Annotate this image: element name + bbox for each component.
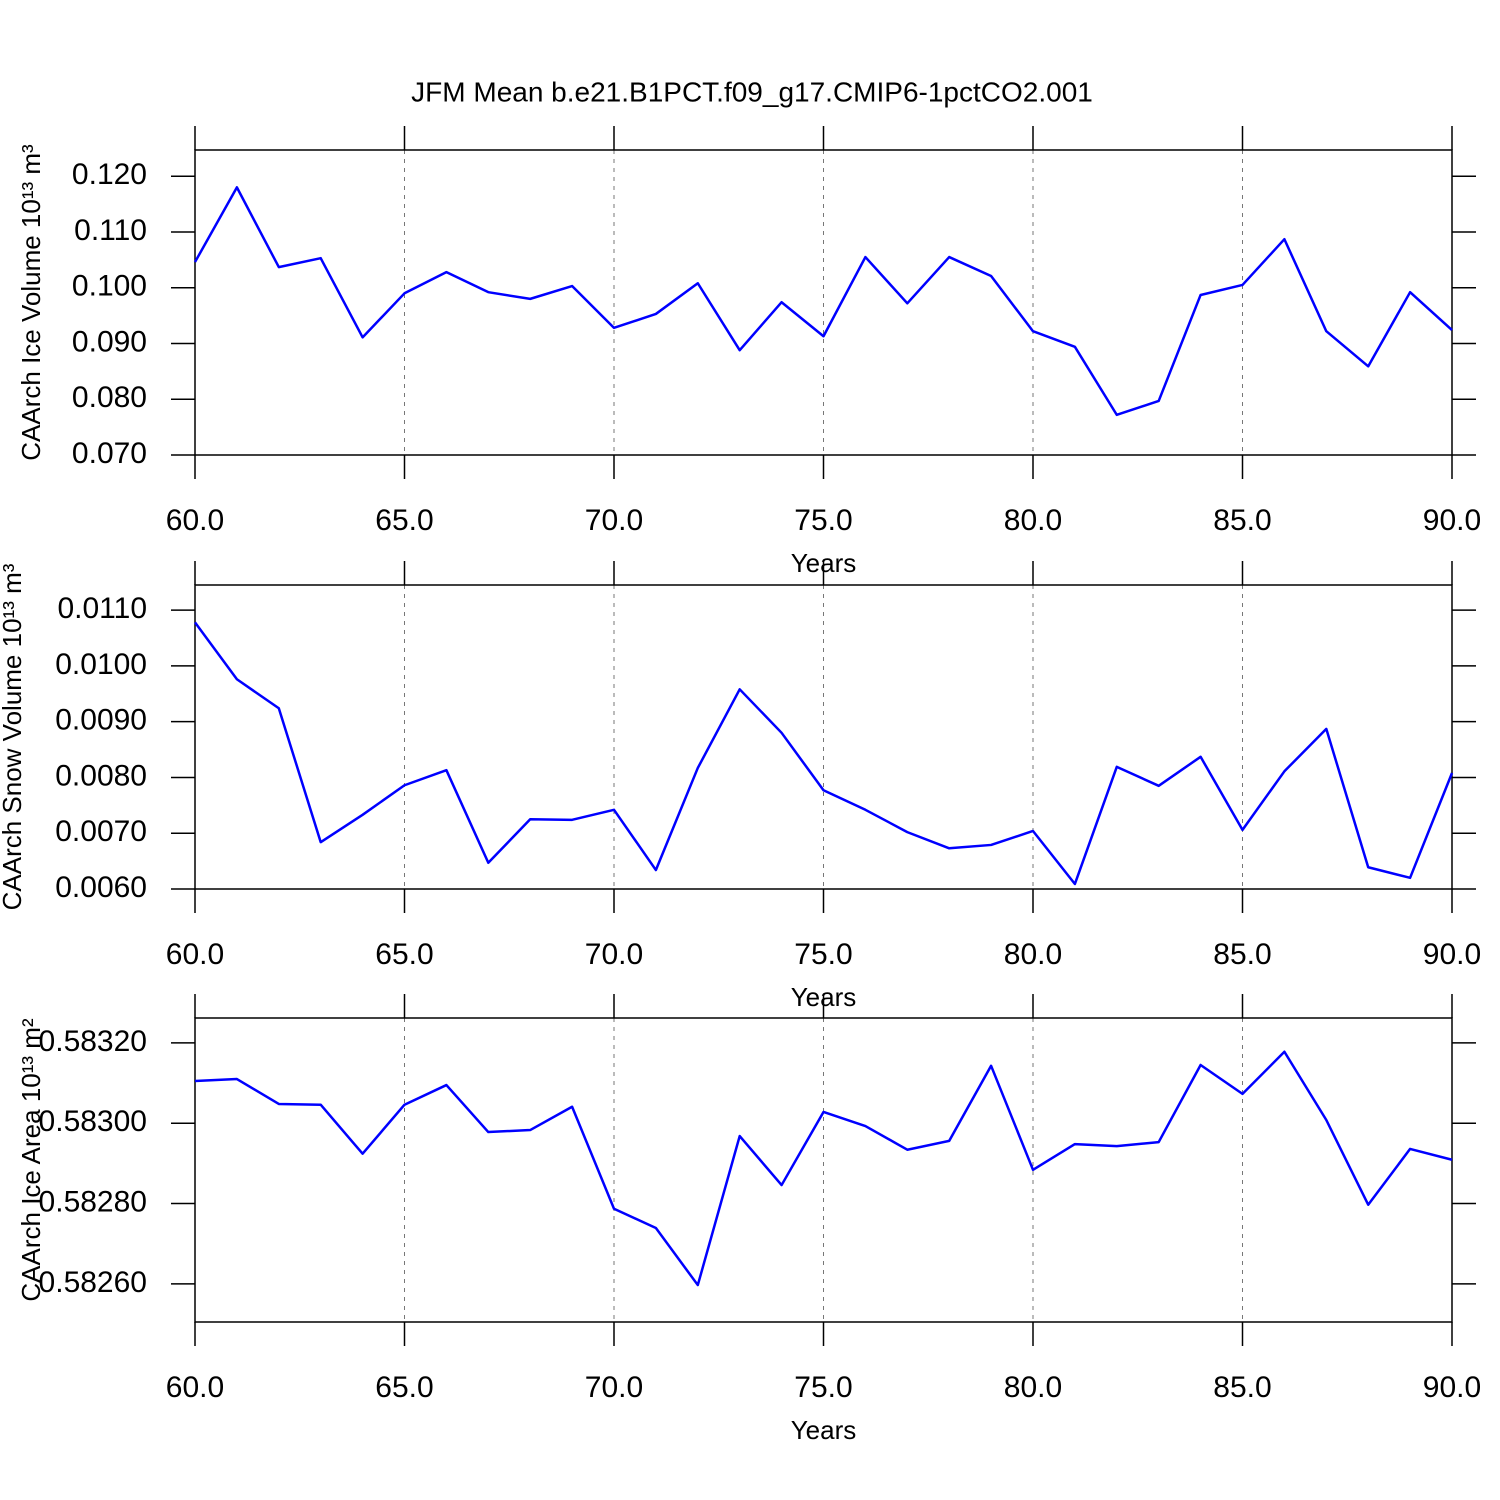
data-line [193,186,1453,417]
x-axis-label: Years [791,1415,857,1445]
x-tick-label: 75.0 [794,504,852,537]
y-axis-label: CAArch Snow Volume 10¹³ m³ [0,563,27,910]
y-tick-label: 0.0110 [57,592,147,625]
y-tick-label: 0.58280 [39,1185,147,1218]
x-tick-label: 70.0 [585,938,643,971]
x-tick-label: 80.0 [1004,938,1062,971]
chart-title: JFM Mean b.e21.B1PCT.f09_g17.CMIP6-1pctC… [411,76,1093,107]
x-tick-label: 60.0 [166,504,224,537]
x-tick-label: 85.0 [1213,938,1271,971]
x-tick-label: 70.0 [585,1371,643,1404]
panel: 60.0 65.0 70.0 75.0 80.0 85.0 90.0 0.58260 0.582… [16,994,1481,1445]
y-tick-label: 0.0080 [55,759,147,792]
y-tick-label: 0.58300 [39,1105,147,1138]
y-tick-label: 0.070 [72,437,147,470]
y-tick-label: 0.110 [74,214,147,247]
y-tick-label: 0.100 [72,270,147,303]
x-tick-label: 60.0 [166,1371,224,1404]
y-tick-label: 0.0090 [55,704,147,737]
x-tick-label: 90.0 [1423,938,1481,971]
y-tick-label: 0.58260 [39,1266,147,1299]
x-tick-label: 90.0 [1423,504,1481,537]
x-tick-label: 85.0 [1213,504,1271,537]
x-tick-label: 90.0 [1423,1371,1481,1404]
y-axis-label: CAArch Ice Area 10¹³ m² [16,1018,46,1302]
x-tick-label: 75.0 [794,938,852,971]
y-tick-label: 0.120 [72,158,147,191]
y-tick-label: 0.090 [72,325,147,358]
x-tick-label: 65.0 [375,1371,433,1404]
y-tick-label: 0.080 [72,381,147,414]
y-tick-label: 0.0060 [55,871,147,904]
y-tick-label: 0.0100 [55,648,147,681]
x-tick-label: 75.0 [794,1371,852,1404]
x-tick-label: 60.0 [166,938,224,971]
x-tick-label: 85.0 [1213,1371,1271,1404]
x-tick-label: 80.0 [1004,504,1062,537]
y-axis-label: CAArch Ice Volume 10¹³ m³ [16,144,46,461]
x-tick-label: 80.0 [1004,1371,1062,1404]
data-line [193,621,1454,886]
x-tick-label: 65.0 [375,504,433,537]
y-tick-label: 0.0070 [55,815,147,848]
y-tick-label: 0.58320 [39,1025,147,1058]
panel: 60.0 65.0 70.0 75.0 80.0 85.0 90.0 0.0060 0.0070… [0,561,1481,1012]
data-line [194,1050,1453,1287]
x-tick-label: 65.0 [375,938,433,971]
x-tick-label: 70.0 [585,504,643,537]
